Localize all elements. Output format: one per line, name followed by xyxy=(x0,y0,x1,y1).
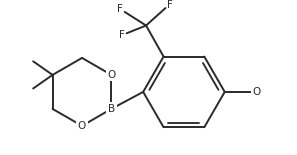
Text: O: O xyxy=(107,70,116,80)
Text: F: F xyxy=(119,30,125,40)
Text: B: B xyxy=(108,104,115,114)
Text: F: F xyxy=(168,0,173,10)
Text: O: O xyxy=(253,87,261,97)
Text: F: F xyxy=(117,4,123,14)
Text: O: O xyxy=(78,121,86,131)
